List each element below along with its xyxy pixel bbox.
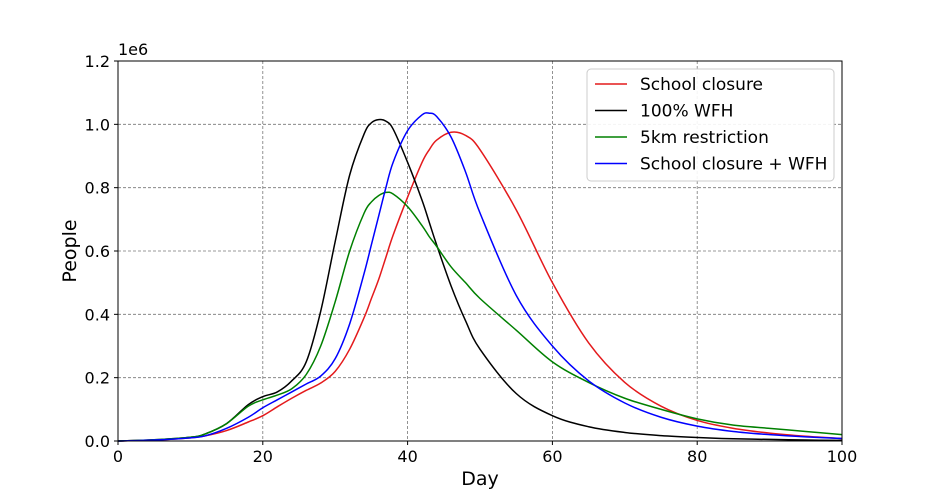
x-tick-label: 40 bbox=[397, 447, 417, 466]
y-offset-text: 1e6 bbox=[118, 40, 148, 59]
legend-box bbox=[586, 68, 835, 182]
x-tick-label: 80 bbox=[687, 447, 707, 466]
series-line-0 bbox=[117, 131, 843, 442]
y-tick-label: 1.0 bbox=[85, 115, 110, 134]
y-tick-label: 0.0 bbox=[85, 432, 110, 451]
legend-entry-label: School closure bbox=[640, 75, 763, 95]
legend-entry-label: 5km restriction bbox=[640, 128, 769, 148]
x-tick-label: 20 bbox=[253, 447, 273, 466]
legend-entry-label: School closure + WFH bbox=[640, 155, 827, 175]
y-axis-label: People bbox=[59, 219, 81, 282]
y-tick-label: 0.2 bbox=[85, 369, 110, 388]
y-tick-label: 0.8 bbox=[85, 179, 110, 198]
x-tick-label: 60 bbox=[542, 447, 562, 466]
x-tick-label: 0 bbox=[113, 447, 123, 466]
series-line-2 bbox=[117, 191, 843, 442]
y-tick-label: 0.4 bbox=[85, 305, 110, 324]
legend-entry-label: 100% WFH bbox=[640, 102, 733, 122]
x-tick-label: 100 bbox=[827, 447, 858, 466]
x-axis-label: Day bbox=[461, 468, 499, 490]
series-line-3 bbox=[117, 112, 843, 442]
y-axis-ticks: 0.0 0.2 0.4 0.6 0.8 1.0 1.2 bbox=[85, 52, 118, 451]
x-axis-ticks: 0 20 40 60 80 100 bbox=[113, 441, 857, 466]
y-tick-label: 0.6 bbox=[85, 242, 110, 261]
legend: School closure 100% WFH 5km restriction Sch… bbox=[586, 68, 835, 182]
series-line-1 bbox=[117, 118, 843, 442]
y-tick-label: 1.2 bbox=[85, 52, 110, 71]
series-lines bbox=[117, 112, 843, 442]
